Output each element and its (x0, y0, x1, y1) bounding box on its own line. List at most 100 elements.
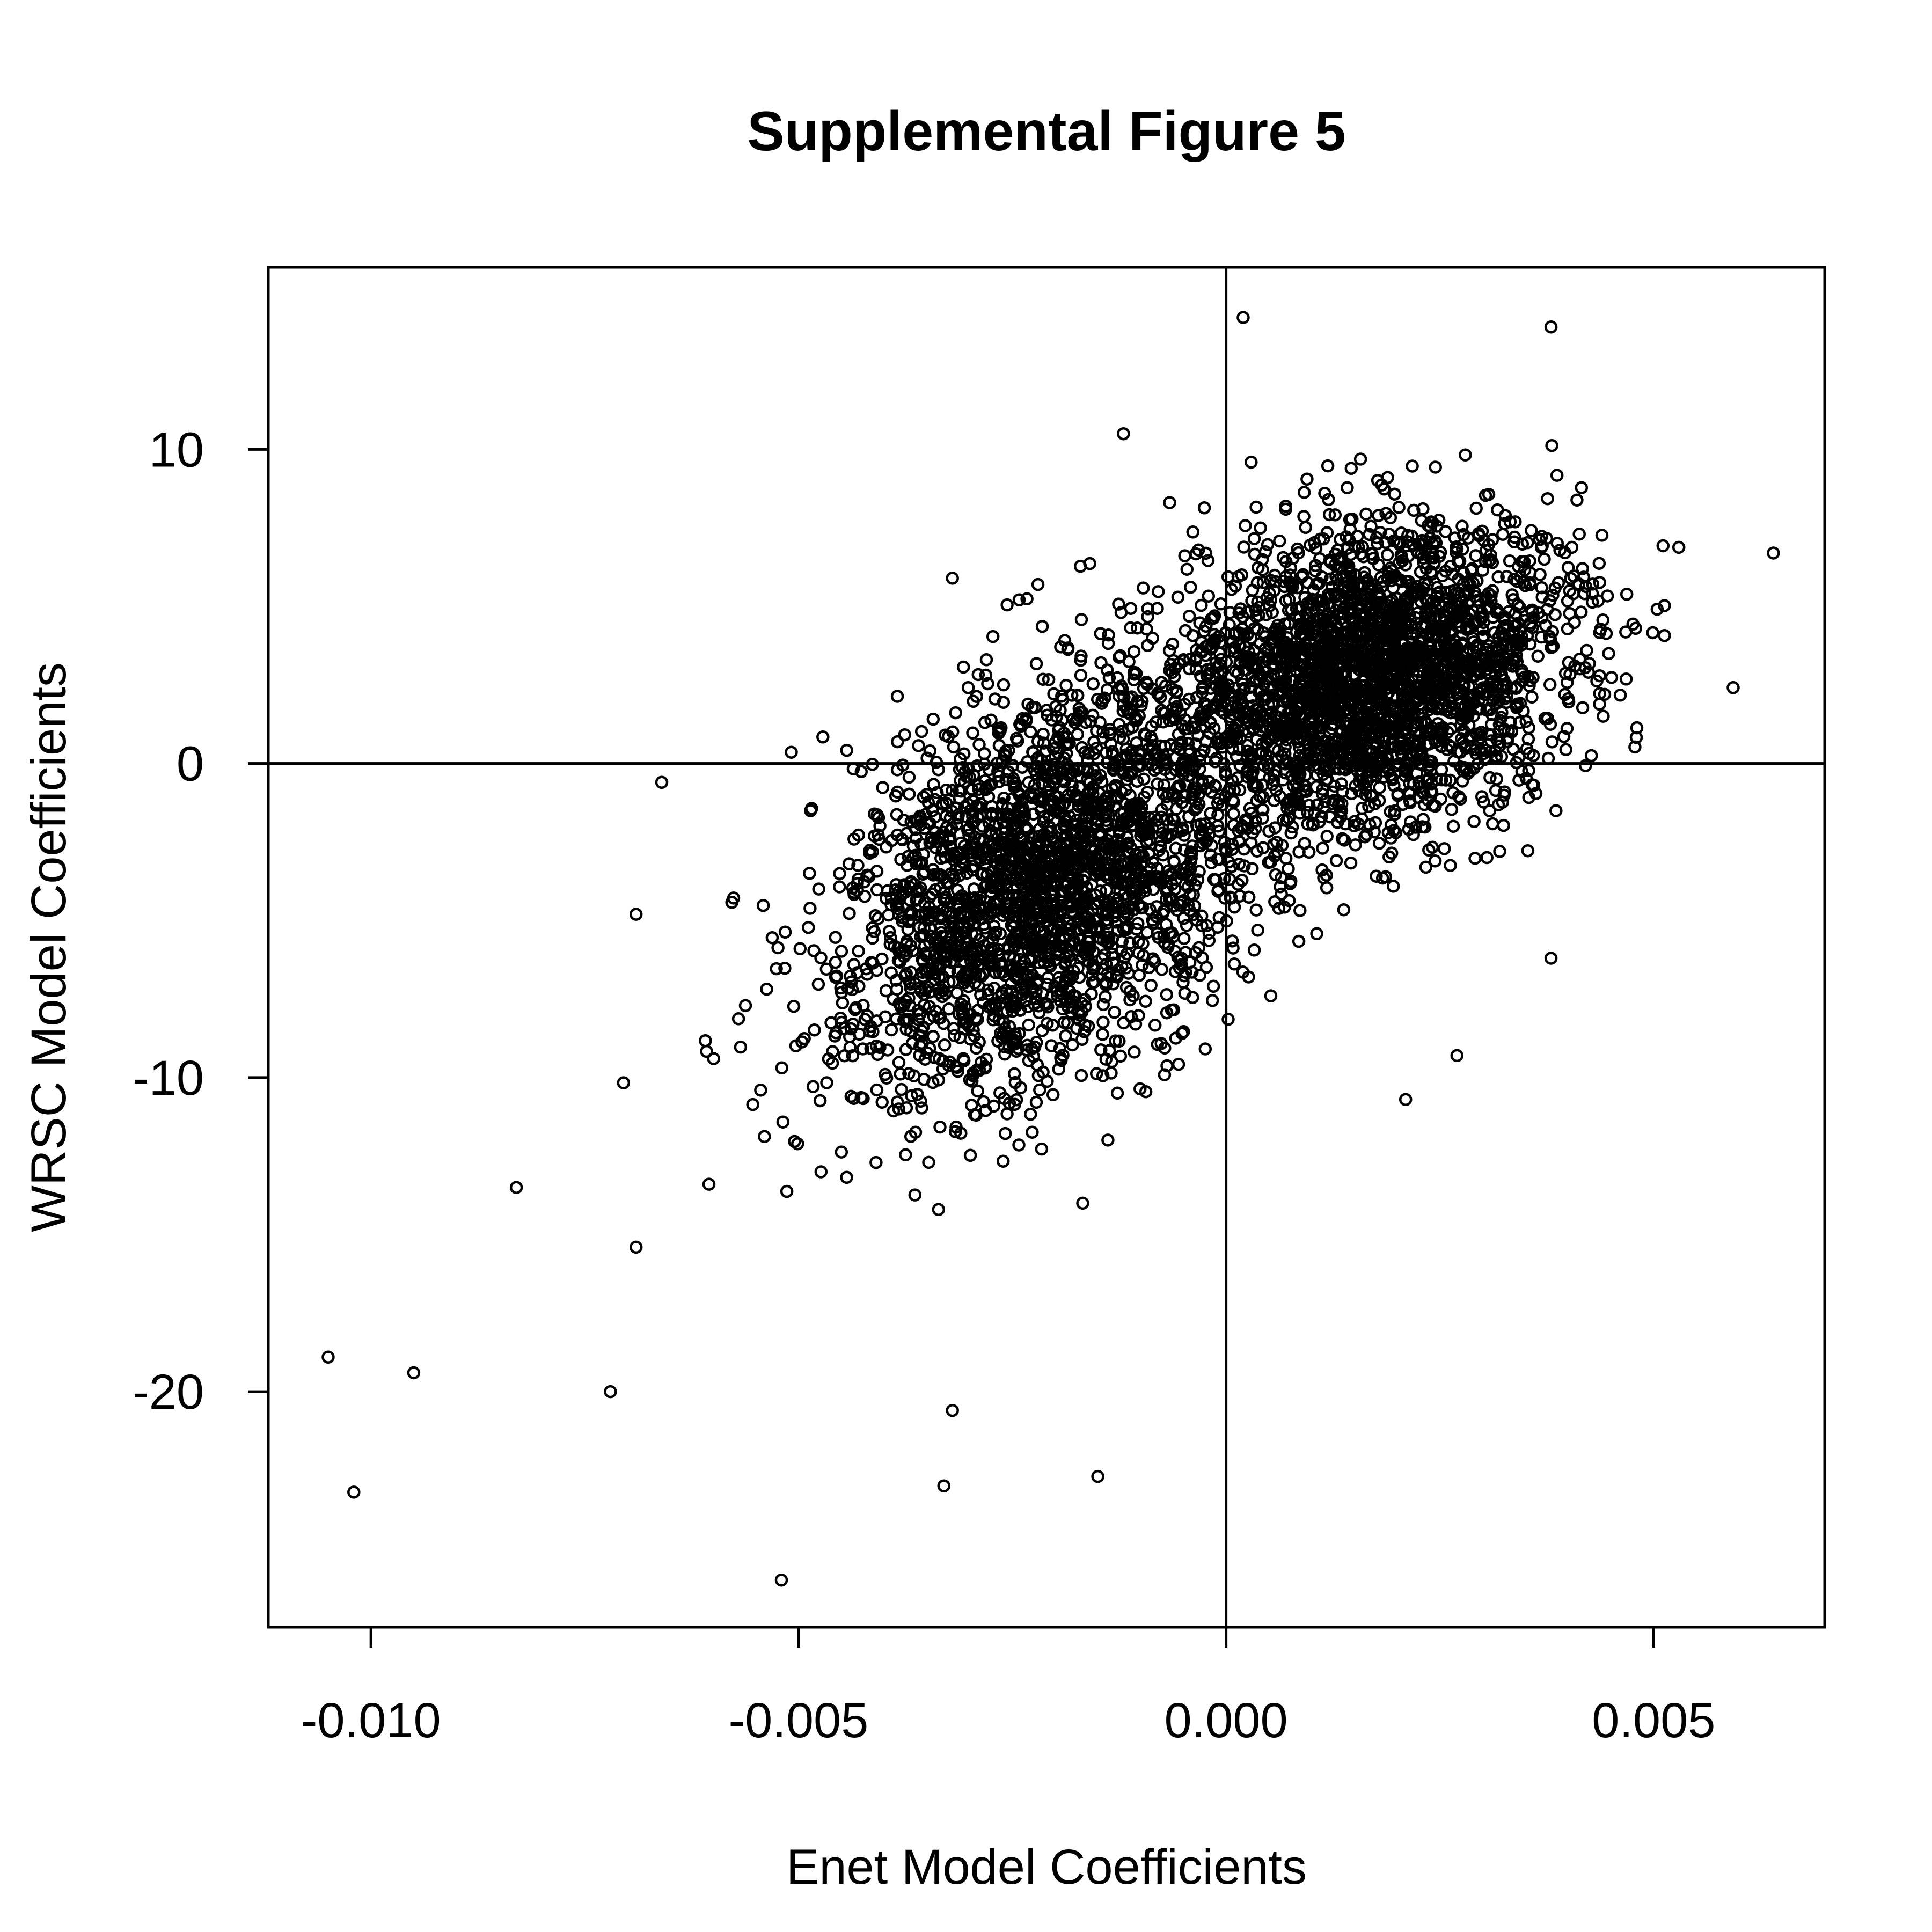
data-point (950, 851, 963, 864)
data-point (1024, 1108, 1037, 1121)
data-point (1479, 488, 1492, 502)
data-point (1253, 706, 1267, 720)
data-point (1041, 1016, 1054, 1030)
data-point (1533, 568, 1547, 581)
data-point (1432, 550, 1446, 564)
data-point (1495, 711, 1508, 724)
data-point (1166, 682, 1180, 696)
data-point (1247, 779, 1261, 793)
data-point (958, 857, 971, 870)
data-point (1140, 786, 1154, 799)
data-point (1126, 857, 1140, 870)
data-point (1620, 588, 1634, 601)
data-point (913, 818, 927, 832)
data-point (1446, 786, 1460, 800)
data-point (765, 931, 779, 945)
data-point (1086, 708, 1100, 722)
data-point (1056, 1002, 1070, 1016)
data-point (936, 1062, 950, 1076)
data-point (1109, 779, 1123, 792)
data-point (756, 898, 770, 912)
data-point (699, 1034, 712, 1048)
data-point (969, 1108, 983, 1122)
data-point (775, 1061, 789, 1075)
data-point (1123, 815, 1137, 828)
data-point (1292, 845, 1306, 859)
data-point (1098, 847, 1112, 861)
data-point (948, 1029, 961, 1043)
data-point (1101, 1133, 1115, 1147)
data-point (1266, 720, 1279, 734)
data-point (1009, 731, 1023, 745)
data-point (1572, 527, 1586, 541)
data-point (1075, 825, 1089, 839)
data-point (840, 743, 853, 757)
data-point (1319, 616, 1333, 629)
data-point (1020, 592, 1034, 606)
data-point (1086, 958, 1100, 972)
data-point (1359, 507, 1373, 521)
data-point (802, 920, 815, 934)
data-point (1406, 459, 1419, 473)
data-point (1081, 753, 1094, 766)
data-point (814, 1165, 828, 1179)
data-point (1440, 604, 1454, 618)
data-point (970, 759, 984, 773)
data-point (1151, 585, 1165, 598)
data-point (1381, 572, 1395, 586)
data-point (1145, 682, 1159, 696)
data-point (899, 1043, 913, 1056)
data-point (1200, 705, 1214, 718)
data-point (1195, 909, 1209, 923)
data-point (1356, 749, 1370, 763)
data-point (1570, 493, 1584, 507)
data-point (1013, 1003, 1027, 1017)
data-point (1055, 773, 1069, 787)
data-point (1227, 957, 1241, 971)
data-point (1278, 747, 1292, 760)
data-point (1297, 627, 1310, 640)
data-point (895, 832, 909, 846)
data-point (803, 867, 816, 880)
data-point (970, 1063, 984, 1077)
data-point (1082, 809, 1096, 823)
data-point (1231, 771, 1245, 785)
data-point (923, 900, 936, 914)
data-point (1232, 667, 1245, 680)
data-point (1036, 792, 1050, 806)
data-point (1271, 618, 1285, 632)
data-point (922, 1012, 935, 1026)
data-point (1316, 841, 1329, 855)
data-point (1011, 972, 1024, 986)
data-point (851, 859, 865, 872)
data-point (1204, 682, 1218, 695)
data-point (1226, 941, 1240, 955)
data-point (1169, 841, 1183, 855)
data-point (1549, 804, 1563, 817)
data-point (1300, 805, 1314, 819)
data-point (1062, 970, 1075, 983)
data-point (1129, 802, 1143, 815)
data-point (1064, 955, 1077, 968)
data-point (1658, 629, 1671, 642)
data-point (1248, 547, 1262, 561)
data-point (1344, 856, 1358, 870)
data-point (902, 913, 916, 927)
data-point (1065, 766, 1079, 780)
data-point (1317, 871, 1330, 884)
data-point (943, 964, 956, 978)
data-point (1561, 622, 1575, 636)
data-point (904, 905, 918, 919)
data-point (702, 1177, 716, 1191)
data-point (1375, 871, 1389, 885)
data-point (1214, 597, 1228, 611)
data-point (928, 1051, 941, 1065)
data-point (1254, 521, 1267, 535)
data-point (1081, 935, 1094, 948)
data-point (1416, 502, 1430, 516)
data-point (1439, 525, 1452, 538)
data-point (1124, 621, 1137, 635)
data-point (1038, 996, 1052, 1010)
data-point (920, 787, 933, 801)
data-point (926, 1075, 940, 1089)
